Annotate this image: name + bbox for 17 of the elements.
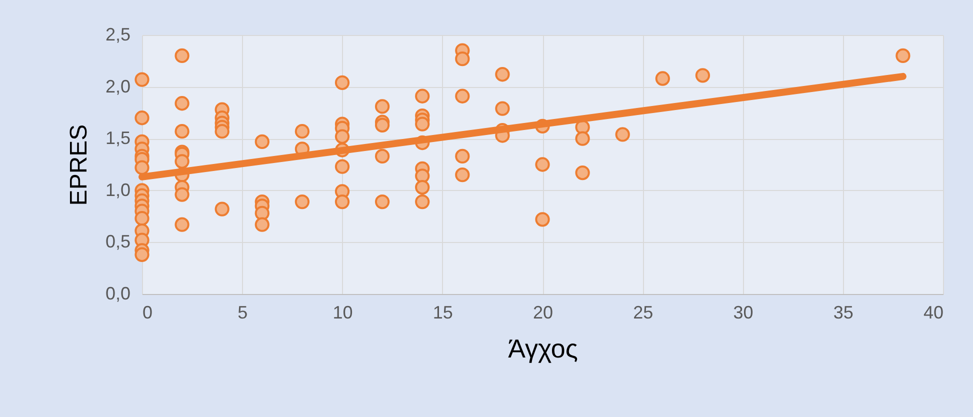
x-tick-label: 15	[432, 302, 453, 322]
x-tick-label: 25	[633, 302, 654, 322]
y-tick-label: 2,0	[105, 76, 130, 96]
x-tick-label: 40	[923, 302, 944, 322]
y-axis-title: EPRES	[65, 124, 92, 206]
x-tick-label: 20	[532, 302, 554, 322]
y-tick-label: 0,5	[105, 232, 130, 252]
y-tick-label: 1,5	[105, 128, 130, 148]
y-tick-label: 0,0	[105, 284, 130, 304]
x-tick-label: 35	[833, 302, 854, 322]
y-tick-label: 2,5	[105, 24, 130, 44]
x-axis-title: Άγχος	[508, 334, 578, 364]
x-tick-label: 0	[142, 302, 153, 322]
x-tick-label: 10	[332, 302, 353, 322]
x-tick-label: 30	[733, 302, 754, 322]
x-tick-label: 5	[238, 302, 248, 322]
y-tick-label: 1,0	[105, 180, 130, 200]
